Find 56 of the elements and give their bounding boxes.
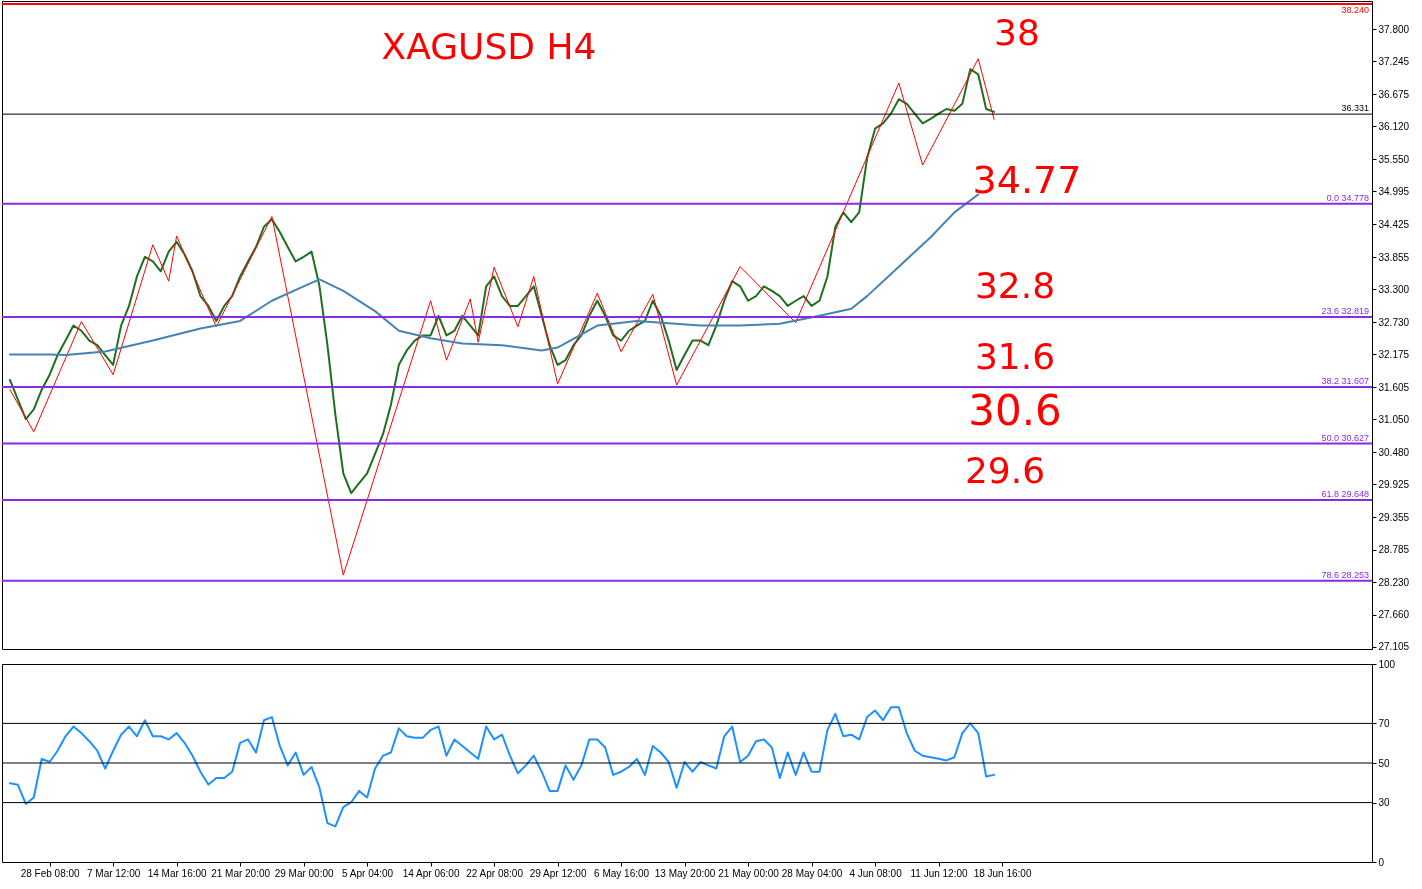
x-tick-label: 22 Apr 08:00 [466, 867, 524, 879]
y-tick-label: 37.800 [1378, 23, 1410, 35]
annotation: 34.77 [972, 157, 1082, 202]
annotation: 30.6 [968, 385, 1062, 435]
y-tick-label: 34.995 [1378, 185, 1410, 197]
x-tick-label: 28 Feb 08:00 [20, 867, 81, 879]
y-tick-label: 27.105 [1378, 641, 1410, 653]
y-tick-label: 30 [1378, 797, 1391, 809]
ref-line-label: 0.0 34.778 [1326, 192, 1369, 203]
y-tick-label: 27.660 [1378, 609, 1410, 621]
ref-line-label: 23.6 32.819 [1321, 305, 1369, 316]
y-tick-label: 100 [1378, 658, 1396, 670]
y-tick-label: 28.785 [1378, 544, 1410, 556]
x-tick-label: 4 Jun 08:00 [849, 867, 903, 879]
annotation: 31.6 [974, 335, 1056, 377]
x-tick-label: 21 Mar 20:00 [211, 867, 271, 879]
y-tick-label: 32.175 [1378, 348, 1410, 360]
y-tick-label: 32.730 [1378, 316, 1410, 328]
x-tick-label: 14 Mar 16:00 [147, 867, 208, 879]
annotation: 38 [994, 11, 1040, 53]
x-tick-label: 21 May 00:00 [718, 867, 780, 879]
y-tick-label: 36.120 [1378, 120, 1410, 132]
y-tick-label: 30.480 [1378, 446, 1410, 458]
ref-line-label: 78.6 28.253 [1321, 569, 1369, 580]
y-tick-label: 28.230 [1378, 576, 1410, 588]
y-tick-label: 31.050 [1378, 413, 1410, 425]
annotation: 29.6 [964, 450, 1046, 492]
y-tick-label: 70 [1378, 717, 1391, 729]
y-tick-label: 50 [1378, 757, 1391, 769]
y-tick-label: 36.675 [1378, 88, 1410, 100]
x-tick-label: 29 Mar 00:00 [274, 867, 335, 879]
y-tick-label: 34.425 [1378, 218, 1410, 230]
y-tick-label: 33.855 [1378, 251, 1410, 263]
ref-line-label: 36.331 [1341, 103, 1369, 114]
x-tick-label: 7 Mar 12:00 [86, 867, 141, 879]
y-tick-label: 37.245 [1378, 55, 1410, 67]
x-tick-label: 28 May 04:00 [781, 867, 843, 879]
y-tick-label: 29.925 [1378, 478, 1410, 490]
x-tick-label: 13 May 20:00 [654, 867, 716, 879]
x-tick-label: 6 May 16:00 [594, 867, 650, 879]
y-tick-label: 31.605 [1378, 381, 1410, 393]
y-tick-label: 33.300 [1378, 283, 1410, 295]
x-tick-label: 29 Apr 12:00 [529, 867, 587, 879]
y-tick-label: 29.355 [1378, 511, 1410, 523]
x-tick-label: 18 Jun 16:00 [973, 867, 1032, 879]
x-tick-label: 14 Apr 06:00 [402, 867, 460, 879]
annotation: 32.8 [974, 265, 1056, 307]
ref-line-label: 61.8 29.648 [1321, 489, 1369, 500]
ref-line-label: 38.2 31.607 [1321, 375, 1369, 386]
y-tick-label: 35.550 [1378, 153, 1410, 165]
x-tick-label: 5 Apr 04:00 [342, 867, 394, 879]
text: XAGUSD H4 [381, 26, 597, 67]
ref-line-label: 50.0 30.627 [1321, 432, 1369, 443]
y-tick-label: 0 [1378, 856, 1385, 868]
ref-line-label: 38.240 [1341, 4, 1369, 15]
x-tick-label: 11 Jun 12:00 [910, 867, 969, 879]
